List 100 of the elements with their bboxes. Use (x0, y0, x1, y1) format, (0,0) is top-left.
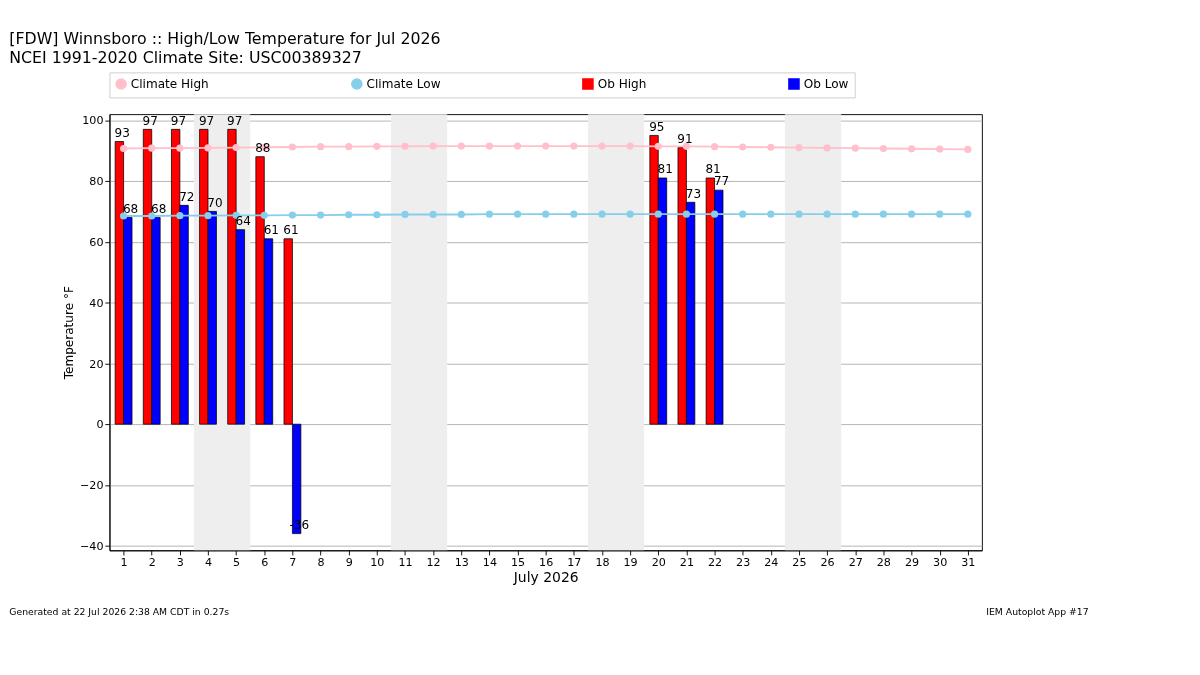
y-tick-label: 100 (82, 114, 104, 128)
point (119, 144, 128, 153)
point (767, 210, 775, 218)
point (739, 143, 747, 151)
point (316, 211, 325, 219)
x-tick-label: 14 (482, 555, 497, 569)
y-tick-label: −20 (80, 479, 104, 493)
data-label: 91 (677, 131, 693, 146)
point (316, 143, 325, 151)
point (936, 210, 944, 218)
x-tick-label: 2 (148, 555, 156, 569)
point (345, 143, 353, 151)
point (598, 210, 606, 218)
x-tick-label: 24 (764, 555, 779, 569)
x-tick-label: 31 (961, 555, 976, 569)
data-label: 88 (255, 141, 271, 156)
point (823, 210, 831, 218)
x-tick-label: 5 (233, 555, 241, 569)
data-label: 95 (649, 119, 665, 134)
data-label: 72 (179, 189, 195, 204)
point (570, 210, 578, 218)
data-label: 68 (151, 201, 167, 216)
data-label: 93 (114, 125, 130, 140)
point (401, 142, 409, 150)
point (429, 142, 437, 150)
x-tick-label: 3 (176, 555, 184, 569)
data-label: 61 (283, 223, 299, 238)
x-tick-label: 10 (370, 555, 385, 569)
point (823, 144, 831, 152)
point (176, 144, 184, 152)
point (879, 210, 887, 218)
x-tick-label: 9 (345, 555, 353, 569)
point (654, 142, 662, 150)
y-tick-label: 20 (89, 357, 104, 371)
y-tick-label: 40 (89, 296, 104, 310)
point (542, 142, 550, 150)
point (429, 210, 437, 219)
legend-label: Climate High (130, 76, 209, 91)
legend-label: Climate Low (366, 76, 441, 91)
point (907, 210, 916, 218)
point (148, 144, 156, 152)
data-label: 97 (227, 113, 243, 128)
point (710, 143, 719, 151)
x-tick-label: 28 (876, 555, 891, 569)
text: IEM Autoplot App #17 (986, 606, 1089, 618)
point (795, 210, 803, 218)
y-tick-label: 0 (96, 418, 104, 432)
point (936, 145, 944, 153)
data-label: 70 (207, 195, 223, 210)
point (710, 210, 719, 218)
point (907, 145, 916, 153)
point (288, 211, 297, 219)
chart-title: [FDW] Winnsboro :: High/Low Temperature for Jul 2026 (9, 29, 441, 49)
x-tick-label: 20 (651, 555, 666, 569)
legend-label: Ob High (597, 76, 647, 91)
x-tick-label: 8 (317, 555, 325, 569)
x-tick-label: 7 (289, 555, 297, 569)
data-label: 64 (235, 214, 251, 229)
data-label: 97 (142, 113, 158, 128)
point (626, 142, 634, 150)
y-axis-title: Temperature °F (62, 286, 77, 381)
x-axis-title: July 2026 (512, 569, 579, 586)
x-tick-label: 19 (623, 555, 638, 569)
point (457, 210, 465, 219)
point (176, 212, 184, 220)
point (204, 212, 212, 220)
x-tick-label: 11 (398, 555, 413, 569)
point (795, 144, 803, 152)
data-label: 77 (713, 174, 730, 189)
point (626, 210, 634, 218)
point (682, 210, 691, 218)
data-label: 97 (170, 113, 187, 128)
point (345, 211, 353, 219)
point (485, 210, 494, 218)
x-tick-label: 25 (792, 555, 807, 569)
point (964, 210, 972, 218)
data-label: 68 (122, 201, 139, 216)
x-tick-label: 18 (595, 555, 610, 569)
text: Generated at 22 Jul 2026 2:38 AM CDT in 0.27s (9, 606, 230, 618)
point (232, 144, 240, 152)
chart-subtitle: NCEI 1991-2020 Climate Site: USC00389327 (9, 47, 362, 67)
point (513, 142, 522, 150)
x-tick-label: 21 (679, 555, 694, 569)
point (457, 142, 465, 150)
point (204, 144, 212, 152)
y-tick-label: 60 (89, 235, 104, 249)
x-tick-label: 26 (820, 555, 835, 569)
x-tick-label: 17 (567, 555, 582, 569)
x-tick-label: 27 (848, 555, 863, 569)
point (879, 144, 887, 153)
x-tick-label: 22 (707, 555, 723, 569)
point (485, 142, 494, 150)
point (767, 143, 775, 151)
x-tick-label: 13 (454, 555, 469, 569)
data-label: 97 (198, 113, 215, 128)
point (373, 211, 381, 219)
point (964, 145, 972, 153)
point (851, 144, 859, 152)
point (288, 143, 297, 151)
point (598, 142, 606, 150)
